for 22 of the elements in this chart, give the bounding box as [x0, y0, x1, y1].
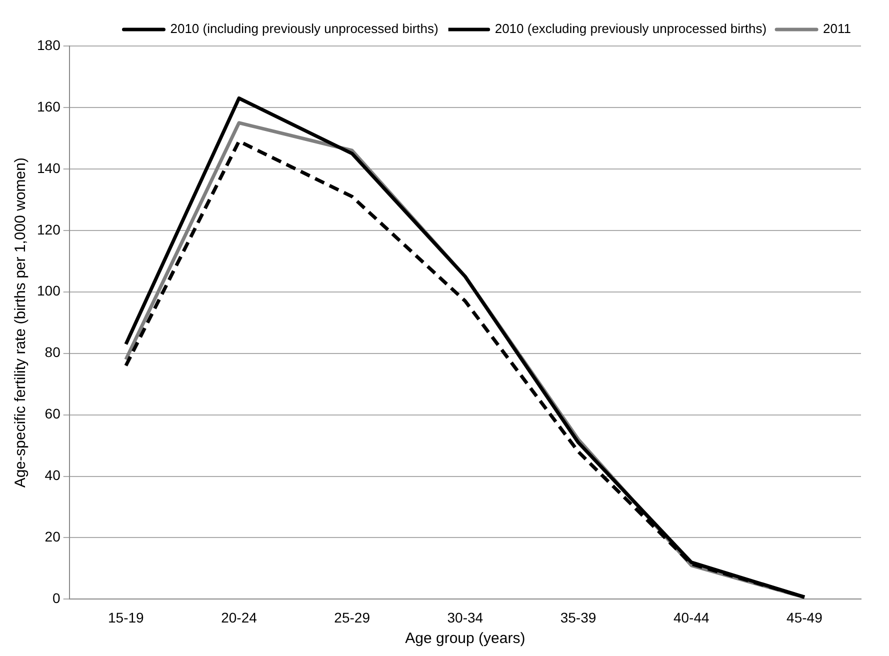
y-tick-label: 20 [44, 528, 61, 545]
x-axis-title: Age group (years) [405, 630, 526, 648]
x-tick-label: 20-24 [221, 609, 258, 626]
y-tick-label: 180 [37, 36, 61, 53]
x-tick-label: 30-34 [447, 609, 484, 626]
y-tick-label: 100 [37, 282, 61, 299]
legend-label: 2010 (including previously unprocessed births) [170, 21, 438, 36]
y-tick-label: 80 [44, 344, 61, 360]
y-tick-label: 160 [37, 98, 61, 114]
y-tick-label: 40 [44, 467, 61, 484]
legend-label: 2011 [823, 21, 852, 36]
x-tick-label: 35-39 [560, 609, 596, 626]
y-tick-label: 60 [44, 406, 61, 422]
x-tick-label: 40-44 [673, 609, 710, 626]
x-tick-label: 15-19 [108, 609, 144, 626]
y-axis-title: Age-specific fertility rate (births per 1,000 women) [12, 158, 30, 488]
y-tick-label: 140 [37, 160, 61, 176]
legend-label: 2010 (excluding previously unprocessed births) [494, 21, 767, 36]
x-tick-label: 45-49 [786, 609, 823, 626]
y-tick-label: 0 [52, 590, 61, 606]
y-tick-label: 120 [37, 221, 61, 238]
x-tick-label: 25-29 [334, 609, 370, 626]
